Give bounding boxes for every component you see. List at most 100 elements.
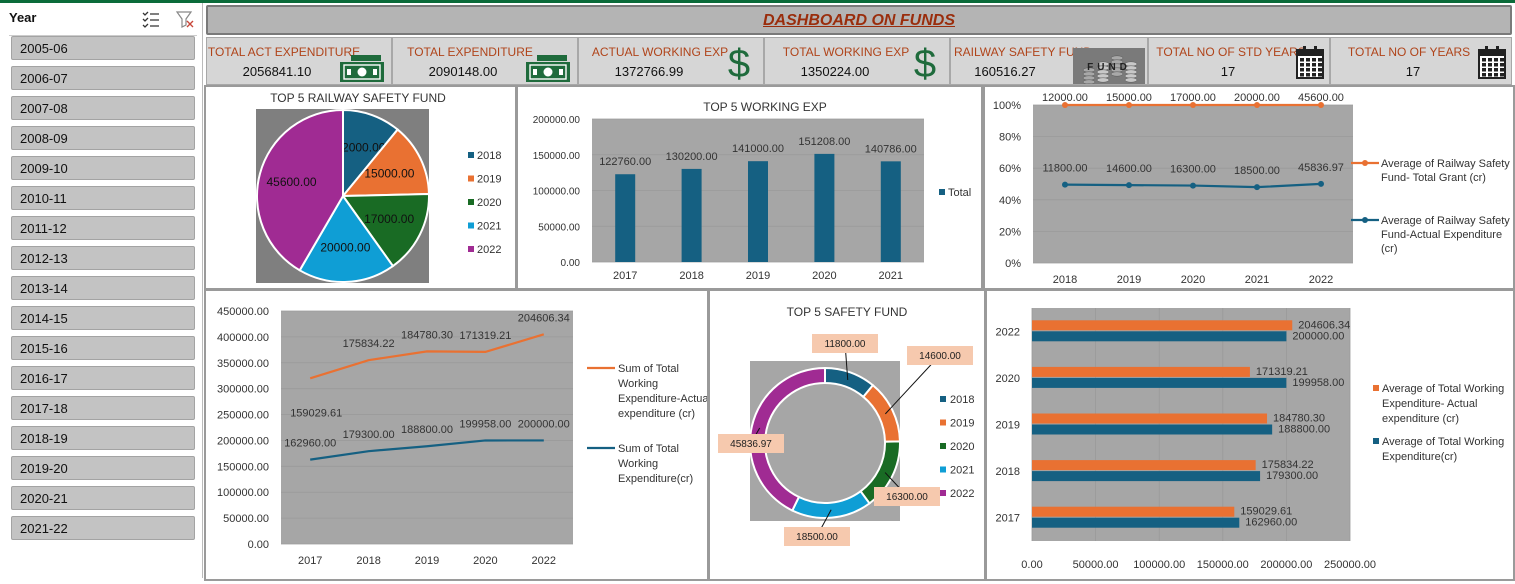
fund-icon-coin <box>1125 74 1137 78</box>
kpi-value: 160516.27 <box>951 64 1059 79</box>
slicer-item-2008-09[interactable]: 2008-09 <box>11 126 195 150</box>
slicer-item-2010-11[interactable]: 2010-11 <box>11 186 195 210</box>
y-tick-label: 60% <box>999 163 1021 175</box>
calendar-icon-cell <box>1306 58 1310 62</box>
legend-swatch-2019 <box>468 176 474 182</box>
x-tick-label: 200000.00 <box>1260 559 1312 571</box>
x-tick-label: 2018 <box>679 270 703 282</box>
calendar-icon <box>1295 44 1325 80</box>
data-label: 200000.00 <box>518 418 570 430</box>
data-label: 175834.22 <box>343 338 395 350</box>
hbar-2020-0 <box>1032 367 1250 377</box>
legend-marker <box>1362 217 1368 223</box>
cash-icon-coin <box>544 68 553 77</box>
slicer-item-2011-12[interactable]: 2011-12 <box>11 216 195 240</box>
legend-swatch-2021 <box>468 223 474 229</box>
y-tick-label: 350000.00 <box>217 358 269 370</box>
slicer-item-2005-06[interactable]: 2005-06 <box>11 36 195 60</box>
y-tick-label: 450000.00 <box>217 306 269 318</box>
working-exp-bar-chart: TOP 5 WORKING EXP0.0050000.00100000.0015… <box>518 87 981 288</box>
cash-icon <box>523 52 573 84</box>
legend-label-line: Working <box>618 378 658 390</box>
fund-icon-coin <box>1125 78 1137 82</box>
y-tick-label: 100000.00 <box>533 187 581 198</box>
calendar-icon-cell <box>1488 58 1492 62</box>
data-label: 188800.00 <box>1278 424 1330 436</box>
data-label: 20000.00 <box>1234 92 1280 104</box>
data-label: 11800.00 <box>1042 163 1087 175</box>
kpi-label: TOTAL NO OF STD YEARS <box>1149 45 1313 59</box>
calendar-icon-cell <box>1318 58 1322 62</box>
bar-2017 <box>615 174 635 262</box>
legend-swatch <box>939 189 945 195</box>
slicer-item-2018-19[interactable]: 2018-19 <box>11 426 195 450</box>
slicer-item-2021-22[interactable]: 2021-22 <box>11 516 195 540</box>
slicer-item-2012-13[interactable]: 2012-13 <box>11 246 195 270</box>
legend-swatch-2022 <box>468 246 474 252</box>
dollar-icon: $ <box>725 41 753 83</box>
slicer-item-2006-07[interactable]: 2006-07 <box>11 66 195 90</box>
slicer-item-2007-08[interactable]: 2007-08 <box>11 96 195 120</box>
slicer-item-2015-16[interactable]: 2015-16 <box>11 336 195 360</box>
slicer-item-2013-14[interactable]: 2013-14 <box>11 276 195 300</box>
hbar-2017-0 <box>1032 507 1234 517</box>
calendar-icon-cell <box>1488 63 1492 67</box>
calendar-icon-cell <box>1318 73 1322 77</box>
slicer-item-2019-20[interactable]: 2019-20 <box>11 456 195 480</box>
calendar-icon-cell <box>1312 73 1316 77</box>
cash-icon-coin <box>358 68 367 77</box>
y-tick-label: 0.00 <box>561 258 581 269</box>
y-tick-label: 0% <box>1005 258 1021 270</box>
y-tick-label: 80% <box>999 132 1021 144</box>
kpi-label: ACTUAL WORKING EXP <box>579 45 741 59</box>
hbar-2019-1 <box>1032 425 1272 435</box>
slicer-item-2020-21[interactable]: 2020-21 <box>11 486 195 510</box>
legend-label: 2022 <box>950 488 974 500</box>
calendar-icon-cell <box>1306 68 1310 72</box>
data-label: 18500.00 <box>1234 165 1280 177</box>
x-tick-label: 50000.00 <box>1073 559 1119 571</box>
y-tick-label: 2019 <box>996 420 1020 432</box>
slicer-item-2017-18[interactable]: 2017-18 <box>11 396 195 420</box>
slicer-item-2009-10[interactable]: 2009-10 <box>11 156 195 180</box>
calendar-icon-cell <box>1488 73 1492 77</box>
data-label: 130200.00 <box>666 151 718 163</box>
legend-swatch <box>1373 385 1379 391</box>
slicer-item-2016-17[interactable]: 2016-17 <box>11 366 195 390</box>
data-label: 15000.00 <box>364 166 414 180</box>
data-label: 179300.00 <box>343 429 395 441</box>
data-label: 20000.00 <box>320 241 370 255</box>
clear-filter-icon[interactable] <box>175 9 195 29</box>
data-label: 17000.00 <box>1170 92 1216 104</box>
kpi-value: 2056841.10 <box>207 64 347 79</box>
data-label: 184780.30 <box>401 329 453 341</box>
legend-label: 2021 <box>950 465 974 477</box>
calendar-icon-ring <box>1303 46 1306 53</box>
calendar-icon-cell <box>1300 68 1304 72</box>
legend-label-line: Expenditure(cr) <box>618 473 693 485</box>
dashboard-title-bar: DASHBOARD ON FUNDS <box>206 5 1512 35</box>
dollar-glyph: $ <box>914 42 936 83</box>
slicer-item-2014-15[interactable]: 2014-15 <box>11 306 195 330</box>
data-label: 159029.61 <box>290 407 342 419</box>
calendar-icon-cell <box>1312 68 1316 72</box>
calendar-icon-header <box>1479 50 1505 56</box>
legend-label-line: Sum of Total <box>618 443 679 455</box>
x-tick-label: 2019 <box>415 555 439 567</box>
y-tick-label: 100000.00 <box>217 487 269 499</box>
legend-label-line: Expenditure-Actual <box>618 393 707 405</box>
multi-select-icon[interactable] <box>141 9 161 29</box>
railway-safety-fund-pie-chart: TOP 5 RAILWAY SAFETY FUND12000.0015000.0… <box>206 87 515 288</box>
data-label: 162960.00 <box>284 438 336 450</box>
y-tick-label: 40% <box>999 195 1021 207</box>
calendar-icon-cell <box>1500 73 1504 77</box>
